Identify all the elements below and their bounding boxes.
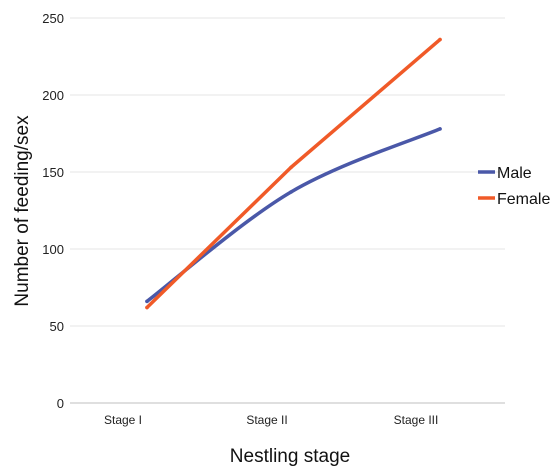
data-point-male [289,190,293,194]
series-line-male [145,127,442,304]
legend: Male Female [478,165,550,208]
legend-label-male: Male [497,165,532,182]
data-point-male [438,127,442,131]
data-point-female [145,305,149,310]
data-point-female [438,37,442,42]
x-tick-label: Stage I [104,413,142,427]
x-axis-title: Nestling stage [230,446,350,466]
legend-label-female: Female [497,191,550,208]
y-tick-label: 150 [42,165,64,180]
series-lines [145,37,442,310]
y-tick-label: 250 [42,11,64,26]
data-point-male [145,299,149,304]
y-axis-ticks: 0 50 100 150 200 250 [42,11,64,411]
data-point-female [289,165,293,170]
x-tick-label: Stage II [246,413,287,427]
y-axis-title: Number of feeding/sex [12,115,33,307]
y-tick-label: 50 [50,319,64,334]
y-tick-label: 200 [42,88,64,103]
y-tick-label: 0 [57,396,64,411]
x-axis-ticks: Stage I Stage II Stage III [104,413,438,427]
y-tick-label: 100 [42,242,64,257]
x-tick-label: Stage III [394,413,439,427]
